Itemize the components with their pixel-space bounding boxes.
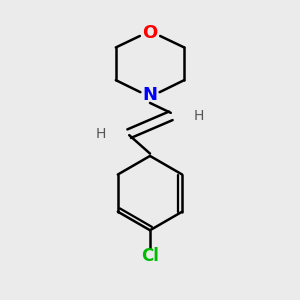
Text: H: H xyxy=(96,127,106,141)
Text: H: H xyxy=(194,109,204,123)
Text: O: O xyxy=(142,24,158,42)
Text: N: N xyxy=(142,86,158,104)
Text: Cl: Cl xyxy=(141,247,159,265)
